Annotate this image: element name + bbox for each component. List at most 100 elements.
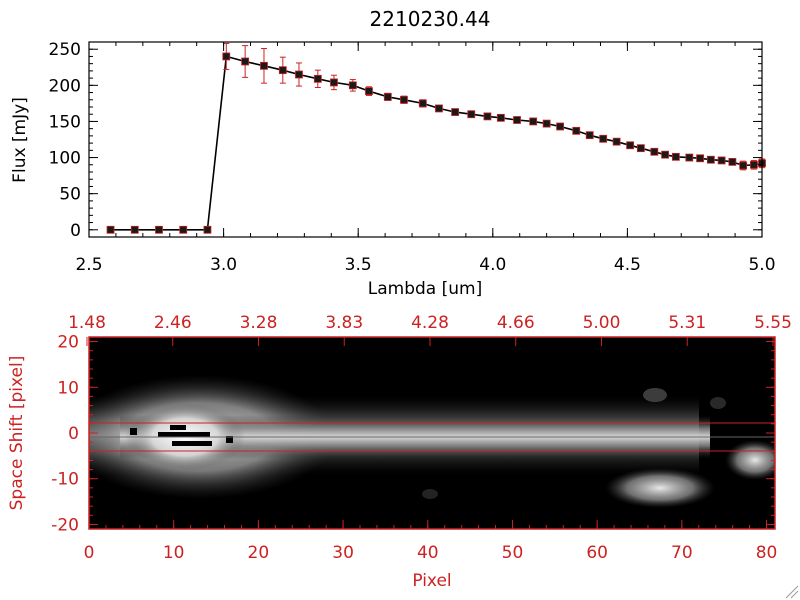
x-tick-label: 70 xyxy=(671,543,693,563)
resize-grip-icon[interactable] xyxy=(785,585,799,599)
data-point xyxy=(636,144,645,153)
data-point xyxy=(685,153,694,162)
y-tick-label: 250 xyxy=(49,40,81,60)
data-point xyxy=(529,117,538,126)
data-point xyxy=(313,74,322,83)
top-tick-label: 1.48 xyxy=(68,313,106,333)
top-tick-label: 3.28 xyxy=(240,313,278,333)
x-tick-label: 30 xyxy=(332,543,354,563)
x-tick-label: 20 xyxy=(248,543,270,563)
x-tick-label: 0 xyxy=(84,543,95,563)
y-tick-label: 150 xyxy=(49,112,81,132)
data-point xyxy=(330,78,338,87)
spectral-image xyxy=(89,337,775,529)
image-y-axis-label: Space Shift [pixel] xyxy=(7,356,27,511)
data-point xyxy=(155,225,163,234)
data-point xyxy=(650,147,659,156)
data-point xyxy=(418,99,427,108)
top-tick-label: 4.66 xyxy=(497,313,535,333)
image-x-axis-label: Pixel xyxy=(412,571,451,591)
data-point xyxy=(203,225,212,234)
data-point xyxy=(383,92,392,101)
top-tick-label: 5.00 xyxy=(583,313,621,333)
top-tick-label: 4.28 xyxy=(411,313,449,333)
image-panel: 0 10 20 30 40 50 60 70 80 1.48 2.46 3.28 3.83 4.28 4.… xyxy=(7,313,792,591)
data-point xyxy=(222,52,231,61)
image-top-ticks: 1.48 2.46 3.28 3.83 4.28 4.66 5.00 5.31 5.55 xyxy=(68,313,792,346)
spectrum-line xyxy=(110,55,763,231)
image-y-ticks: -20 -10 0 10 20 xyxy=(51,333,775,535)
saturated-pixels xyxy=(130,428,137,435)
data-point xyxy=(696,154,704,163)
data-point xyxy=(706,155,715,164)
x-tick-label: 3.5 xyxy=(345,255,372,275)
x-tick-label: 4.0 xyxy=(479,255,506,275)
y-tick-label: -10 xyxy=(51,470,79,490)
top-tick-label: 2.46 xyxy=(154,313,192,333)
faint-speckle xyxy=(422,489,438,499)
x-tick-label: 3.0 xyxy=(210,255,237,275)
data-point xyxy=(483,112,492,121)
data-point xyxy=(671,152,680,161)
edge-source-blob xyxy=(725,440,775,480)
spectrum-plot-area xyxy=(106,42,766,234)
y-tick-label: 100 xyxy=(49,149,81,169)
spectrum-y-ticks: 0 50 100 150 200 250 xyxy=(49,40,762,241)
x-tick-label: 2.5 xyxy=(75,255,102,275)
data-point xyxy=(542,119,551,128)
y-tick-label: -20 xyxy=(51,515,79,535)
data-point xyxy=(106,225,115,234)
data-point xyxy=(513,116,521,124)
data-point xyxy=(739,161,748,170)
top-tick-label: 3.83 xyxy=(325,313,363,333)
data-point xyxy=(365,87,373,96)
x-tick-label: 5.0 xyxy=(748,255,775,275)
data-point xyxy=(400,95,408,104)
saturated-pixels xyxy=(158,432,210,437)
data-point xyxy=(278,66,287,75)
x-tick-label: 40 xyxy=(417,543,439,563)
data-point xyxy=(556,122,564,131)
data-point xyxy=(260,61,268,70)
image-x-ticks: 0 10 20 30 40 50 60 70 80 xyxy=(84,520,778,563)
top-tick-label: 5.55 xyxy=(754,313,792,333)
data-point xyxy=(717,156,726,165)
y-tick-label: 0 xyxy=(70,221,81,241)
data-point xyxy=(728,157,737,166)
spectrum-x-ticks: 2.5 3.0 3.5 4.0 4.5 5.0 xyxy=(75,42,776,275)
saturated-pixels xyxy=(226,436,233,443)
data-point xyxy=(612,137,621,146)
top-tick-label: 5.31 xyxy=(668,313,706,333)
data-point xyxy=(585,131,594,140)
x-tick-label: 10 xyxy=(163,543,185,563)
y-tick-label: 10 xyxy=(57,378,79,398)
faint-speckle xyxy=(710,397,726,409)
x-tick-label: 80 xyxy=(756,543,778,563)
data-point xyxy=(348,81,357,90)
secondary-source-blob xyxy=(605,468,715,508)
saturated-pixels xyxy=(172,441,212,446)
y-tick-label: 20 xyxy=(57,333,79,353)
data-point xyxy=(626,141,634,150)
data-point xyxy=(572,126,581,135)
spectrum-panel: 2210230.44 2.5 3.0 3.5 4.0 4.5 5.0 0501001502… xyxy=(10,7,776,299)
data-point xyxy=(241,57,250,66)
data-point xyxy=(435,104,443,113)
data-point xyxy=(496,113,505,122)
chart-title: 2210230.44 xyxy=(370,7,491,31)
data-point xyxy=(599,134,608,143)
spectrum-x-axis-label: Lambda [um] xyxy=(368,279,482,299)
data-point xyxy=(295,70,303,79)
data-point xyxy=(467,110,476,119)
y-tick-label: 0 xyxy=(68,424,79,444)
x-tick-label: 4.5 xyxy=(614,255,641,275)
faint-speckle xyxy=(643,388,667,402)
data-point xyxy=(451,108,460,116)
y-tick-label: 50 xyxy=(59,185,81,205)
spectrum-y-axis-label: Flux [mJy] xyxy=(10,97,30,183)
saturated-pixels xyxy=(170,425,186,430)
x-tick-label: 60 xyxy=(586,543,608,563)
data-point xyxy=(130,225,139,234)
spectrum-plot-frame xyxy=(88,41,763,238)
